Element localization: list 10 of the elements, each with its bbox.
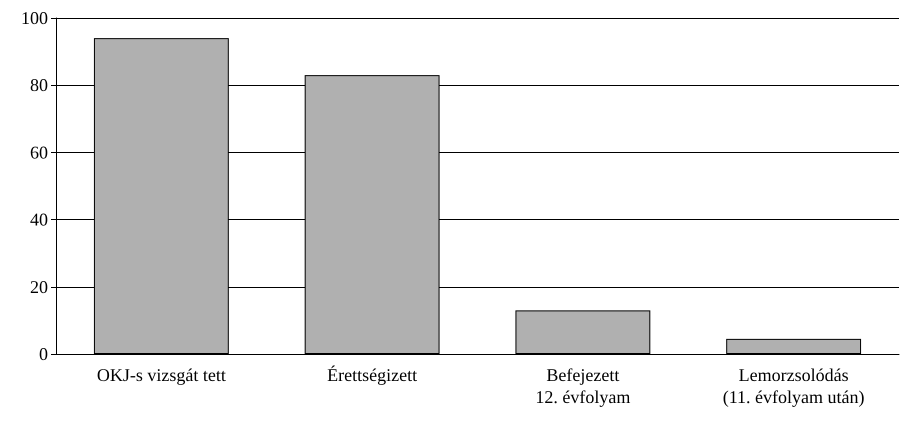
y-tick-label: 80 [30,75,48,96]
y-tick-label: 20 [30,276,48,297]
y-tick-label: 60 [30,142,48,162]
x-tick-label: Lemorzsolódás (11. évfolyam után) [722,365,865,407]
y-tick-label: 0 [39,344,48,364]
x-tick-label: OKJ-s vizsgát tett [96,365,226,385]
x-tick-label: Érettségizett [327,365,418,385]
y-tick-label: 40 [30,210,48,230]
y-tick-label: 100 [21,8,48,28]
x-tick-label: Befejezett 12. évfolyam [535,365,630,407]
